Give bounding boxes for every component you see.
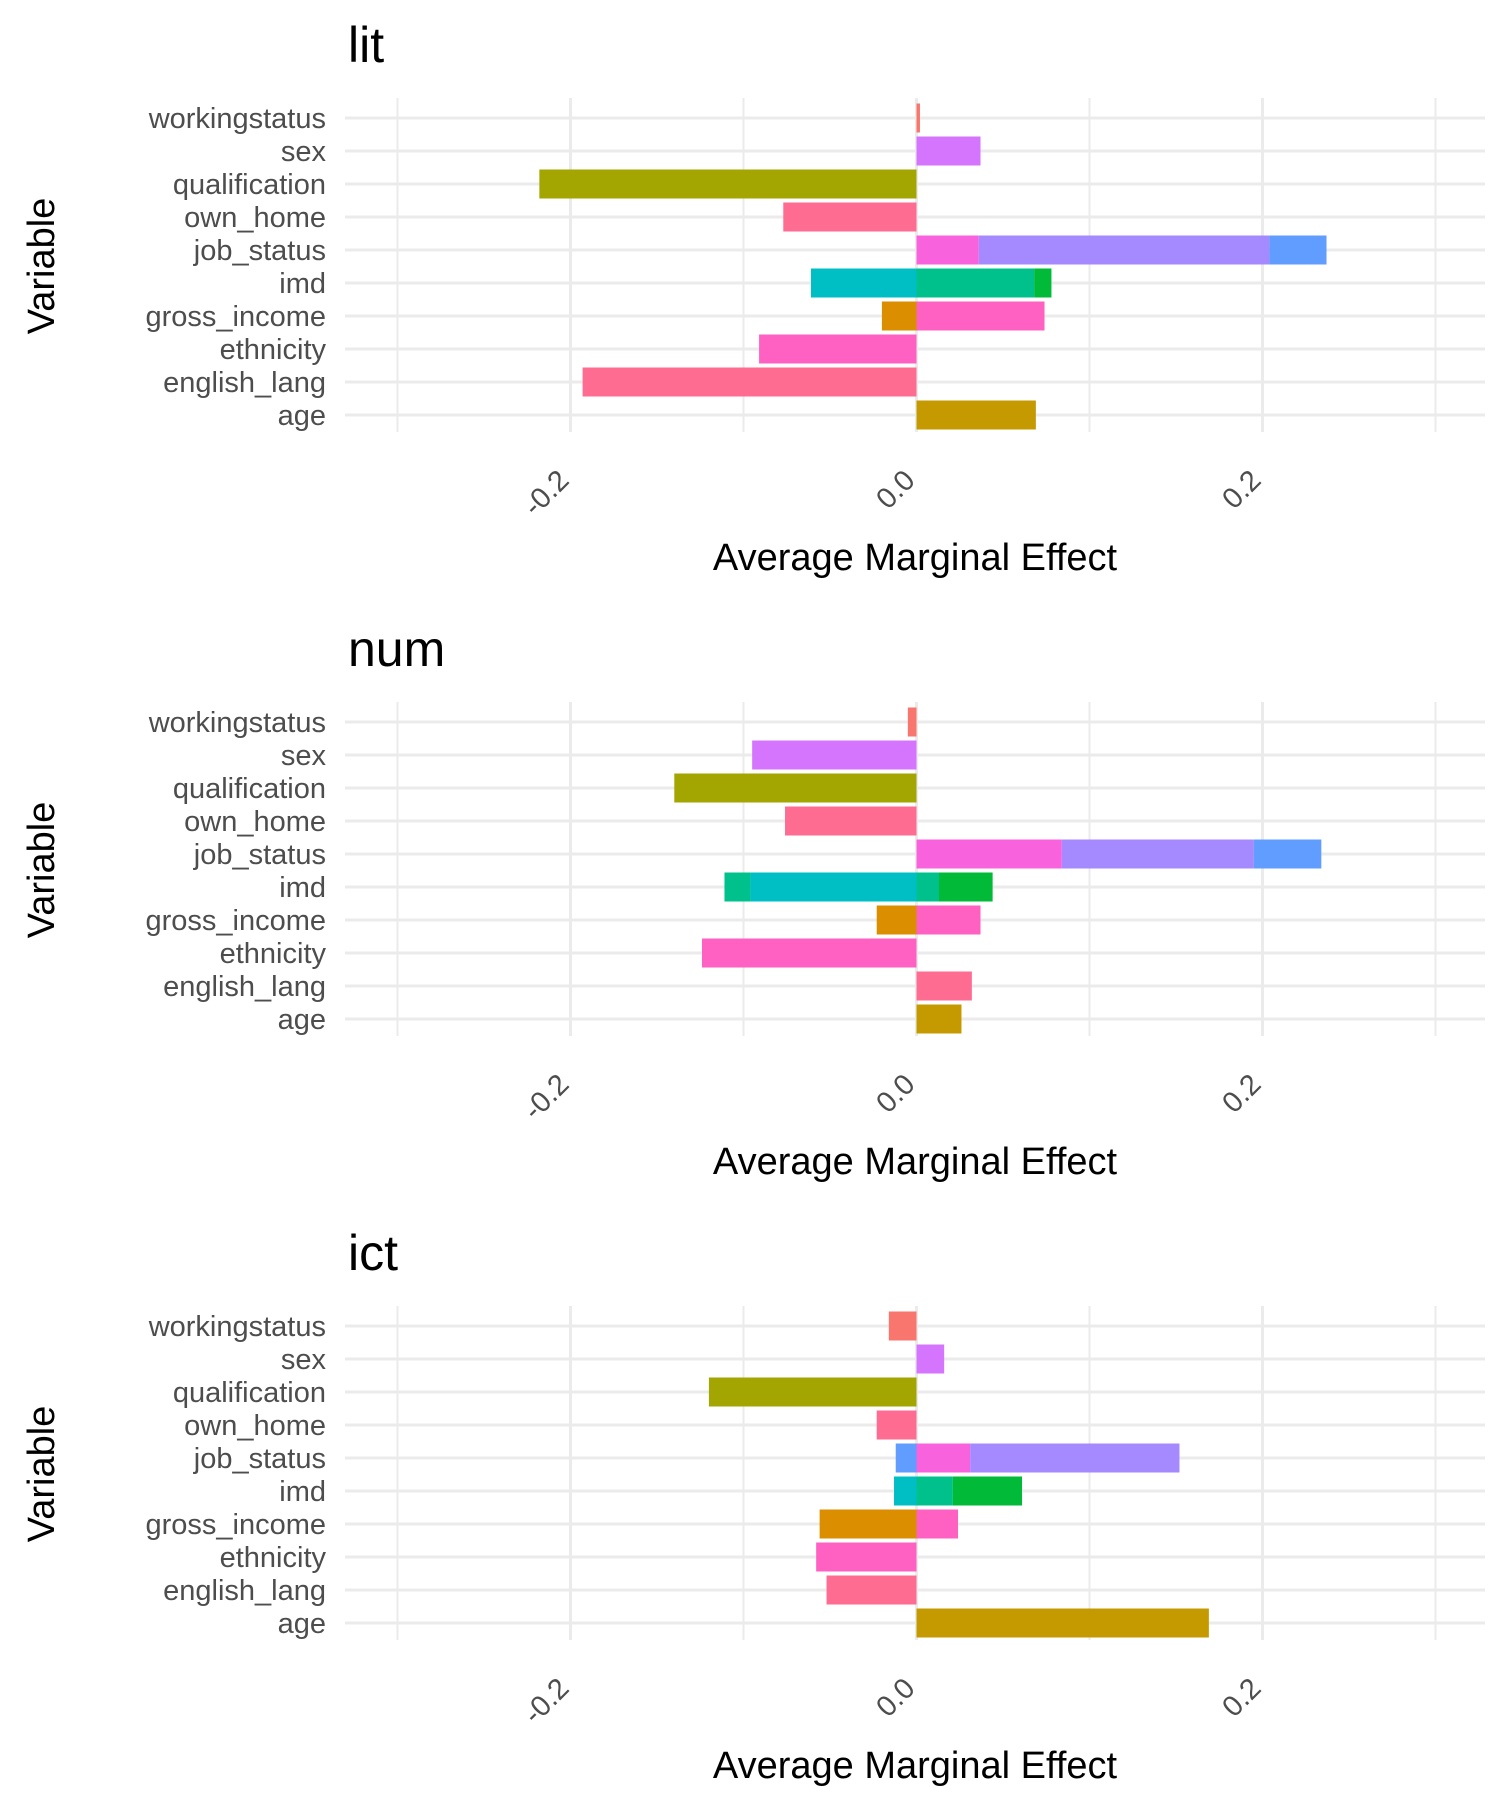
x-tick-label: 0.2	[1216, 464, 1267, 515]
bar-english-lang	[826, 1575, 917, 1605]
bar-job-status	[916, 839, 1062, 869]
y-tick-label: gross_income	[145, 905, 326, 937]
bar-gross-income	[916, 905, 981, 935]
y-axis-title: Variable	[21, 198, 63, 335]
bar-job-status	[1061, 839, 1254, 869]
y-tick-label: qualification	[173, 1377, 326, 1409]
bar-gross-income	[819, 1509, 917, 1539]
x-tick-label: -0.2	[517, 464, 575, 522]
y-tick-label: ethnicity	[220, 1542, 327, 1574]
bar-sex	[916, 1344, 945, 1374]
bar-imd	[750, 872, 917, 902]
bar-ethnicity	[816, 1542, 917, 1572]
bar-age	[916, 1004, 962, 1034]
y-tick-label: qualification	[173, 169, 326, 201]
x-axis-title: Average Marginal Effect	[713, 1745, 1118, 1787]
y-axis-title: Variable	[21, 802, 63, 939]
bar-own-home	[876, 1410, 917, 1440]
y-tick-label: job_status	[193, 1443, 326, 1475]
bar-own-home	[785, 806, 917, 836]
bar-imd	[938, 872, 993, 902]
y-tick-label: gross_income	[145, 1509, 326, 1541]
x-axis-title: Average Marginal Effect	[713, 537, 1118, 579]
bar-ethnicity	[701, 938, 917, 968]
x-axis-title: Average Marginal Effect	[713, 1141, 1118, 1183]
y-tick-label: english_lang	[163, 971, 326, 1003]
bar-job-status	[1269, 235, 1327, 265]
x-tick-label: 0.2	[1216, 1068, 1267, 1119]
bar-gross-income	[876, 905, 917, 935]
panel-lit: workingstatussexqualificationown_homejob…	[21, 17, 1485, 579]
bar-ethnicity	[759, 334, 917, 364]
bar-imd	[916, 1476, 953, 1506]
y-tick-label: age	[278, 400, 326, 432]
bar-job-status	[970, 1443, 1180, 1473]
bar-sex	[916, 136, 981, 166]
bar-gross-income	[916, 301, 1045, 331]
y-tick-label: ethnicity	[220, 938, 327, 970]
x-tick-label: 0.0	[870, 1068, 921, 1119]
y-tick-label: sex	[281, 1344, 327, 1376]
y-tick-label: own_home	[184, 1410, 326, 1442]
bar-english-lang	[916, 971, 972, 1001]
x-tick-label: 0.0	[870, 464, 921, 515]
y-tick-label: job_status	[193, 839, 326, 871]
y-tick-label: workingstatus	[148, 1311, 326, 1343]
bar-workingstatus	[888, 1311, 917, 1341]
x-tick-label: -0.2	[517, 1672, 575, 1730]
bar-qualification	[539, 169, 917, 199]
bar-job-status	[978, 235, 1270, 265]
bar-english-lang	[582, 367, 917, 397]
y-tick-label: workingstatus	[148, 103, 326, 135]
y-axis-title: Variable	[21, 1406, 63, 1543]
panel-title: lit	[348, 17, 384, 73]
y-tick-label: imd	[279, 1476, 326, 1508]
bar-qualification	[674, 773, 917, 803]
bar-sex	[752, 740, 917, 770]
y-tick-label: age	[278, 1608, 326, 1640]
bar-gross-income	[916, 1509, 959, 1539]
y-tick-label: age	[278, 1004, 326, 1036]
y-tick-label: job_status	[193, 235, 326, 267]
bar-workingstatus	[916, 103, 920, 133]
panel-title: ict	[348, 1225, 398, 1281]
panel-num: workingstatussexqualificationown_homejob…	[21, 621, 1485, 1183]
y-tick-label: own_home	[184, 202, 326, 234]
bar-imd	[916, 872, 939, 902]
bar-age	[916, 1608, 1209, 1638]
bar-age	[916, 400, 1036, 430]
y-tick-label: sex	[281, 740, 327, 772]
y-tick-label: sex	[281, 136, 327, 168]
x-tick-label: 0.2	[1216, 1672, 1267, 1723]
bar-imd	[810, 268, 917, 298]
bar-gross-income	[881, 301, 917, 331]
bar-own-home	[783, 202, 917, 232]
bar-job-status	[1253, 839, 1322, 869]
bar-job-status	[895, 1443, 917, 1473]
y-tick-label: workingstatus	[148, 707, 326, 739]
bar-imd	[724, 872, 751, 902]
y-tick-label: english_lang	[163, 1575, 326, 1607]
bar-imd	[916, 268, 1035, 298]
panel-ict: workingstatussexqualificationown_homejob…	[21, 1225, 1485, 1787]
bar-workingstatus	[907, 707, 917, 737]
y-tick-label: own_home	[184, 806, 326, 838]
panel-title: num	[348, 621, 445, 677]
x-tick-label: -0.2	[517, 1068, 575, 1126]
y-tick-label: ethnicity	[220, 334, 327, 366]
bar-imd	[952, 1476, 1023, 1506]
y-tick-label: imd	[279, 872, 326, 904]
y-tick-label: qualification	[173, 773, 326, 805]
bar-imd	[894, 1476, 917, 1506]
y-tick-label: gross_income	[145, 301, 326, 333]
y-tick-label: english_lang	[163, 367, 326, 399]
x-tick-label: 0.0	[870, 1672, 921, 1723]
bar-qualification	[708, 1377, 917, 1407]
bar-imd	[1034, 268, 1052, 298]
bar-job-status	[916, 235, 979, 265]
y-tick-label: imd	[279, 268, 326, 300]
bar-job-status	[916, 1443, 971, 1473]
